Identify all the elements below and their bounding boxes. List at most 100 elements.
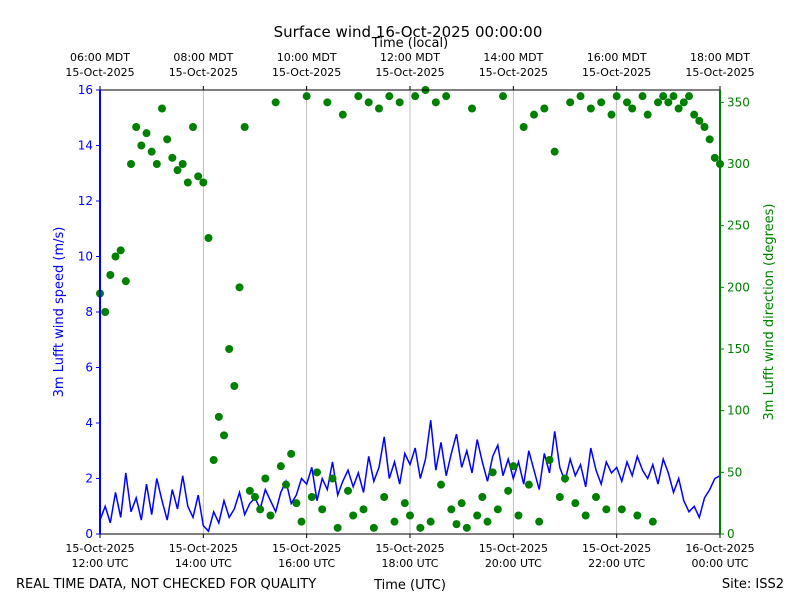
x2-axis-label: Time (local) [371, 36, 448, 51]
direction-point [488, 468, 497, 477]
direction-point [354, 92, 363, 101]
direction-point [437, 480, 445, 489]
y2-tick-label: 300 [727, 157, 750, 171]
speed-line [99, 420, 721, 533]
direction-point [225, 345, 234, 353]
direction-point [235, 283, 244, 292]
direction-point [168, 153, 177, 162]
direction-point [369, 523, 378, 532]
y-tick-label: 4 [85, 416, 93, 430]
direction-point [524, 480, 533, 489]
direction-point [695, 116, 704, 125]
direction-point [638, 92, 647, 101]
direction-point [514, 511, 523, 520]
x2-tick-label: 18:00 MDT [690, 51, 750, 64]
y2-tick-label: 150 [727, 342, 750, 356]
x2-tick-label: 15-Oct-2025 [169, 66, 238, 79]
direction-point [132, 123, 141, 131]
direction-point [457, 499, 466, 508]
direction-point [158, 104, 166, 113]
direction-point [287, 449, 296, 458]
y2-tick-label: 250 [727, 219, 750, 233]
direction-point [478, 493, 487, 501]
x2-tick-label: 15-Oct-2025 [375, 66, 444, 79]
direction-point [462, 523, 471, 532]
footer-left: REAL TIME DATA, NOT CHECKED FOR QUALITY [16, 577, 316, 592]
x-tick-label: 20:00 UTC [485, 557, 542, 570]
y-tick-label: 0 [85, 527, 93, 541]
direction-point [664, 98, 673, 107]
direction-point [220, 431, 228, 440]
y2-tick-label: 0 [727, 527, 735, 541]
direction-point [390, 517, 399, 526]
direction-point [302, 92, 311, 101]
x-tick-label: 15-Oct-2025 [65, 542, 134, 555]
direction-point [349, 511, 358, 520]
direction-point [282, 480, 290, 489]
direction-point [395, 98, 404, 107]
direction-point [256, 505, 265, 514]
y-tick-label: 16 [78, 83, 93, 97]
direction-point [152, 160, 161, 168]
direction-point [576, 92, 585, 101]
direction-point [555, 493, 564, 501]
x2-tick-label: 12:00 MDT [380, 51, 440, 64]
direction-point [519, 123, 528, 131]
direction-point [375, 104, 383, 113]
direction-point [318, 505, 327, 514]
y-tick-label: 8 [85, 305, 93, 319]
direction-point [147, 147, 156, 156]
direction-point [271, 98, 280, 107]
direction-point [597, 98, 606, 107]
direction-point [426, 517, 435, 526]
direction-point [204, 234, 213, 242]
x-tick-label: 16:00 UTC [278, 557, 335, 570]
direction-point [297, 517, 306, 526]
x2-tick-label: 10:00 MDT [277, 51, 337, 64]
direction-point [483, 517, 492, 526]
chart-title: Surface wind 16-Oct-2025 00:00:00 [274, 23, 543, 41]
x2-tick-label: 14:00 MDT [483, 51, 543, 64]
x2-tick-label: 08:00 MDT [173, 51, 233, 64]
direction-point [586, 104, 595, 113]
direction-point [344, 486, 352, 495]
direction-point [380, 493, 389, 501]
y-tick-label: 2 [85, 472, 93, 486]
direction-point [178, 160, 187, 168]
direction-point [550, 147, 559, 156]
direction-point [183, 178, 192, 187]
footer-right: Site: ISS2 [722, 577, 784, 592]
direction-point [406, 511, 414, 520]
y-tick-label: 6 [85, 361, 93, 375]
direction-point [690, 110, 699, 119]
direction-point [504, 486, 513, 495]
direction-point [581, 511, 590, 520]
direction-point [643, 110, 652, 119]
y-axis-label: 3m Lufft wind speed (m/s) [52, 227, 67, 398]
x-tick-label: 18:00 UTC [381, 557, 438, 570]
direction-point [121, 277, 130, 286]
direction-point [385, 92, 394, 101]
direction-point [648, 517, 657, 526]
direction-point [623, 98, 631, 107]
x-tick-label: 22:00 UTC [588, 557, 645, 570]
x2-tick-label: 15-Oct-2025 [272, 66, 341, 79]
direction-point [230, 382, 239, 390]
y-tick-label: 10 [78, 250, 93, 264]
direction-point [292, 499, 301, 508]
x-tick-label: 14:00 UTC [175, 557, 232, 570]
direction-point [307, 493, 316, 501]
direction-point [545, 456, 554, 464]
x2-tick-label: 15-Oct-2025 [479, 66, 548, 79]
direction-point [416, 523, 425, 532]
x2-tick-label: 16:00 MDT [587, 51, 647, 64]
direction-point [400, 499, 409, 508]
direction-point [566, 98, 575, 107]
direction-point [592, 493, 600, 501]
direction-point [323, 98, 332, 107]
direction-point [106, 271, 115, 279]
y-tick-label: 12 [78, 194, 93, 208]
direction-point [127, 160, 135, 168]
direction-point [251, 493, 259, 501]
